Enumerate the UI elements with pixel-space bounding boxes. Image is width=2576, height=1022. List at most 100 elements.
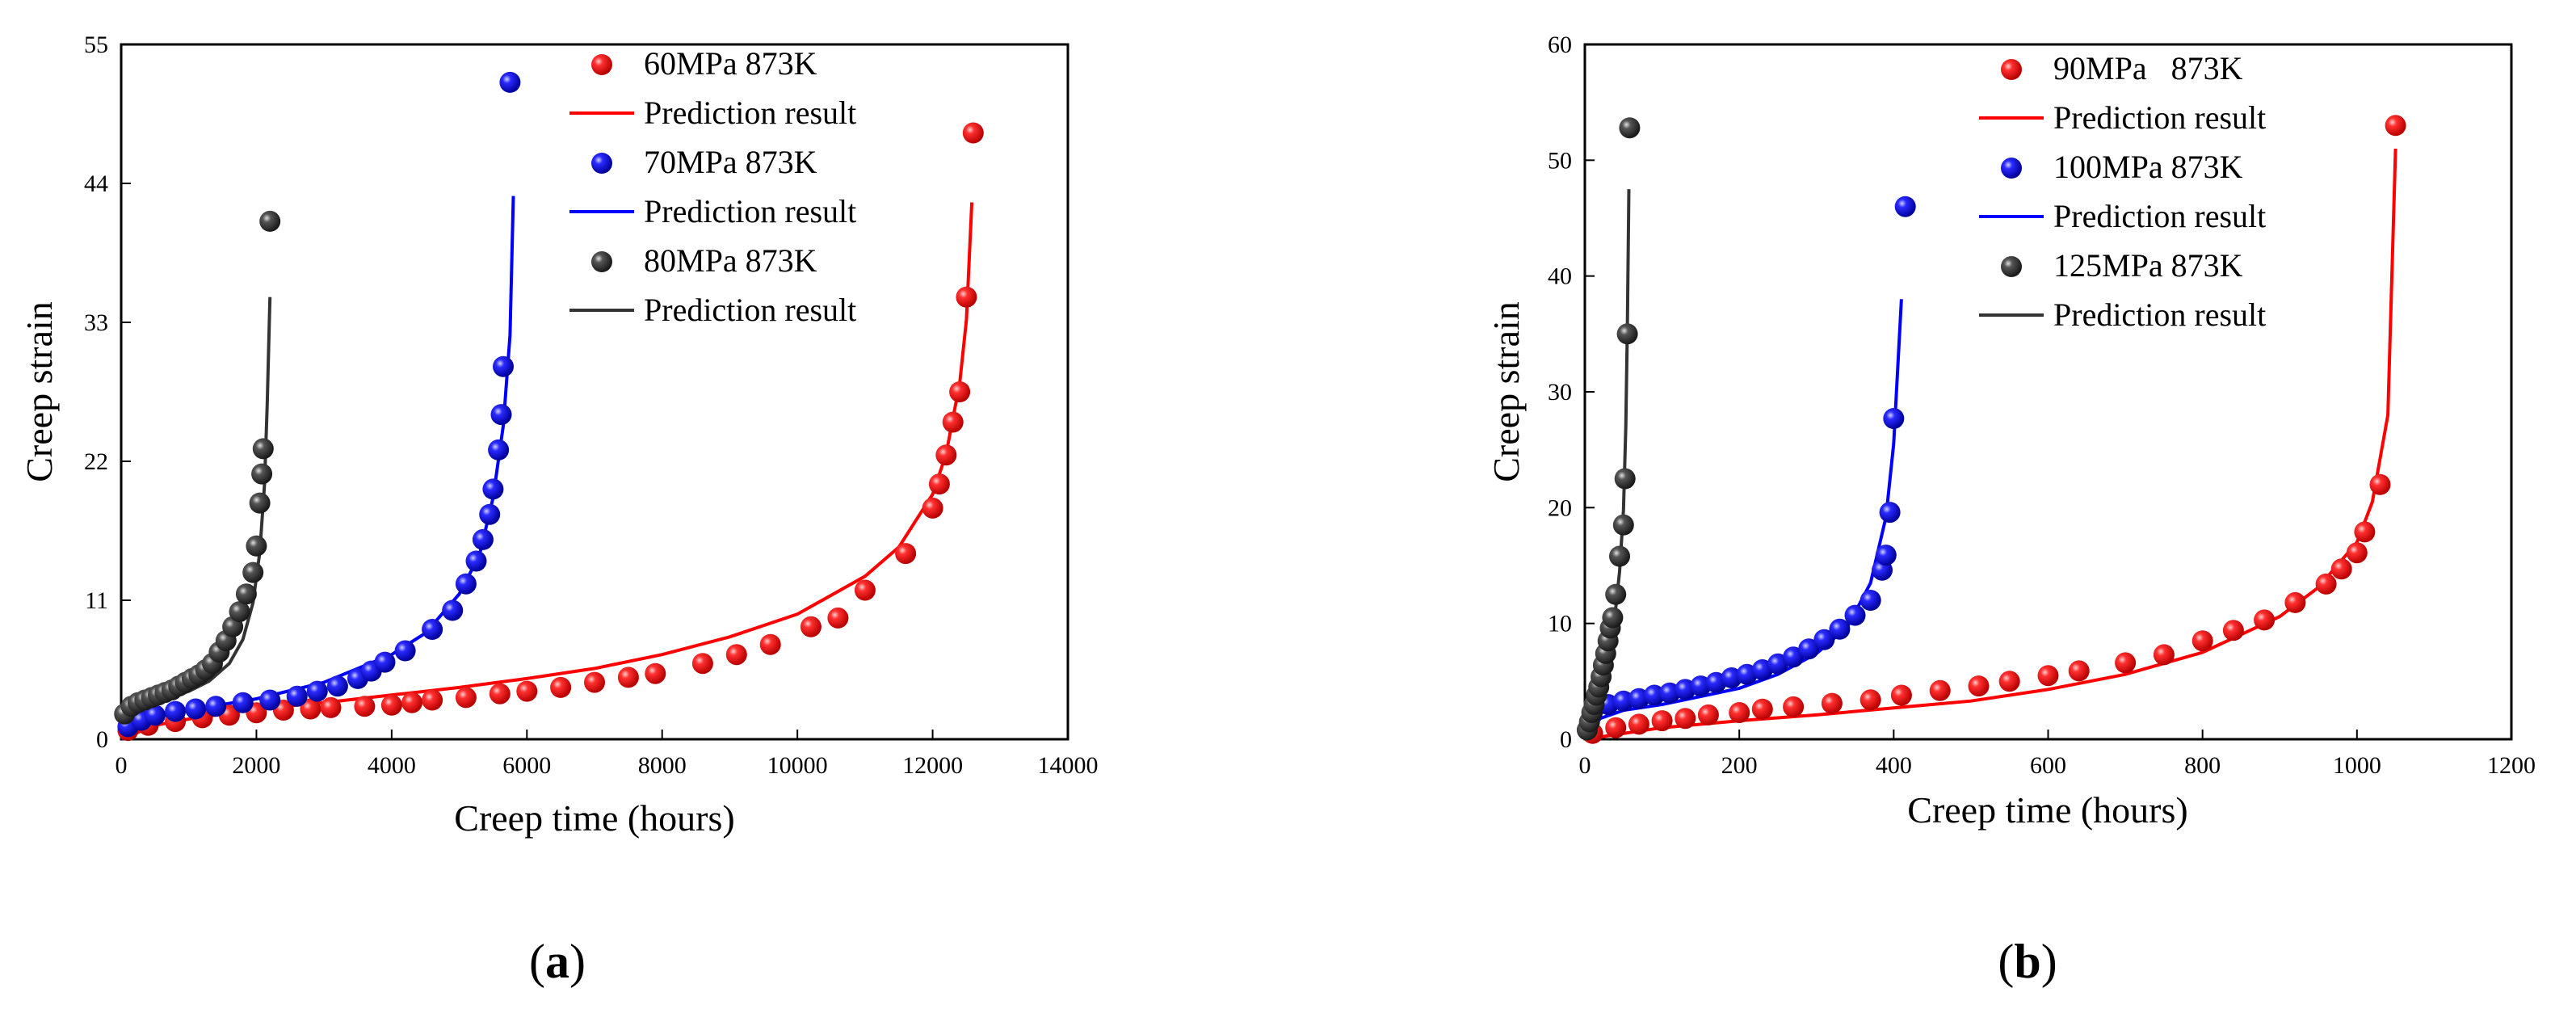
data-point <box>1860 689 1881 711</box>
y-tick-label: 30 <box>1548 379 1572 406</box>
data-point <box>1609 545 1630 567</box>
data-point <box>455 687 477 709</box>
data-point <box>394 640 416 662</box>
legend: 60MPa 873K Prediction result 70MPa 873K Pre… <box>569 45 856 328</box>
data-point <box>827 607 849 629</box>
data-point <box>922 497 943 519</box>
data-point <box>320 696 342 718</box>
data-point <box>1844 604 1866 626</box>
caption-open-paren: ( <box>1998 935 2014 988</box>
data-point <box>205 696 227 717</box>
data-point <box>1602 607 1624 629</box>
x-tick-label: 1200 <box>2487 752 2536 779</box>
plot-frame <box>1583 43 2513 741</box>
data-point <box>306 680 328 702</box>
data-point <box>229 601 250 623</box>
data-point <box>1968 675 1990 697</box>
caption-open-paren: ( <box>529 935 545 988</box>
caption-letter: b <box>2014 935 2040 988</box>
data-point <box>942 411 964 433</box>
data-point <box>1644 684 1665 706</box>
y-tick-label: 0 <box>96 726 108 753</box>
data-point <box>2254 609 2276 631</box>
data-point <box>422 619 443 640</box>
y-tick-label: 0 <box>1560 726 1572 753</box>
data-point <box>516 680 538 702</box>
data-point <box>949 381 971 402</box>
prediction-curve-1 <box>120 202 974 741</box>
data-point <box>374 651 396 673</box>
x-tick-label: 10000 <box>767 752 828 779</box>
x-tick-label: 6000 <box>502 752 551 779</box>
data-point <box>1751 698 1773 720</box>
data-point <box>550 676 572 698</box>
x-tick-label: 600 <box>2030 752 2066 779</box>
data-point <box>1829 618 1851 640</box>
x-tick-label: 14000 <box>1038 752 1099 779</box>
caption-letter: a <box>545 935 569 988</box>
y-tick-label: 11 <box>85 587 108 614</box>
legend: 90MPa 873K Prediction result 100MPa 873K Pr… <box>1979 50 2266 333</box>
caption-close-paren: ) <box>569 935 586 988</box>
legend-label: Prediction result <box>644 292 856 328</box>
y-tick-label: 55 <box>84 32 108 58</box>
data-point <box>246 535 267 557</box>
legend-label: 80MPa 873K <box>644 242 817 279</box>
data-point <box>499 71 521 93</box>
data-point <box>380 694 402 716</box>
data-point <box>2385 115 2406 137</box>
data-point <box>2222 620 2244 641</box>
chart-panel-b: 0 200 400 600 800 1000 1200 0 10 20 30 40 50 60 90MPa… <box>1486 32 2536 988</box>
legend-marker <box>2001 59 2022 80</box>
x-tick-label: 2000 <box>232 752 280 779</box>
data-point <box>1860 590 1881 611</box>
prediction-curve-1 <box>1584 148 2397 741</box>
legend-label: Prediction result <box>2053 198 2266 234</box>
data-point <box>2191 630 2213 652</box>
data-point <box>493 355 514 377</box>
data-point <box>962 122 984 144</box>
data-point <box>422 689 443 711</box>
x-tick-label: 1000 <box>2333 752 2381 779</box>
data-point <box>249 492 271 514</box>
legend-label: Prediction result <box>644 193 856 229</box>
data-point <box>300 698 321 720</box>
y-tick-label: 20 <box>1548 494 1572 521</box>
data-point <box>2115 652 2137 674</box>
data-point <box>242 561 264 583</box>
data-point <box>800 616 822 637</box>
data-point <box>928 473 950 495</box>
data-point <box>251 463 273 485</box>
data-point <box>895 543 917 565</box>
legend-label: 70MPa 873K <box>644 144 817 180</box>
data-point <box>1612 690 1634 712</box>
data-point <box>1616 323 1638 345</box>
x-tick-label: 4000 <box>368 752 416 779</box>
data-point <box>259 210 281 232</box>
data-point <box>1729 702 1750 723</box>
data-point <box>326 675 348 697</box>
panel-caption: (a) <box>529 935 586 988</box>
data-point <box>2037 665 2059 687</box>
data-point <box>479 503 501 525</box>
y-tick-label: 44 <box>84 170 108 197</box>
data-point <box>1614 468 1636 490</box>
data-point <box>1813 629 1835 650</box>
data-point <box>455 573 477 595</box>
data-point <box>935 444 957 466</box>
data-point <box>2330 558 2352 580</box>
data-point <box>2284 591 2306 613</box>
data-point <box>232 692 254 713</box>
data-point <box>482 478 504 500</box>
legend-label: Prediction result <box>2053 297 2266 333</box>
legend-marker <box>591 54 612 75</box>
y-tick-label: 40 <box>1548 263 1572 290</box>
data-point <box>442 599 464 621</box>
x-tick-label: 0 <box>116 752 128 779</box>
y-tick-label: 10 <box>1548 611 1572 637</box>
data-point <box>1783 696 1805 717</box>
data-point <box>1879 502 1901 524</box>
x-axis-label: Creep time (hours) <box>454 797 734 839</box>
data-point <box>1998 671 2020 692</box>
